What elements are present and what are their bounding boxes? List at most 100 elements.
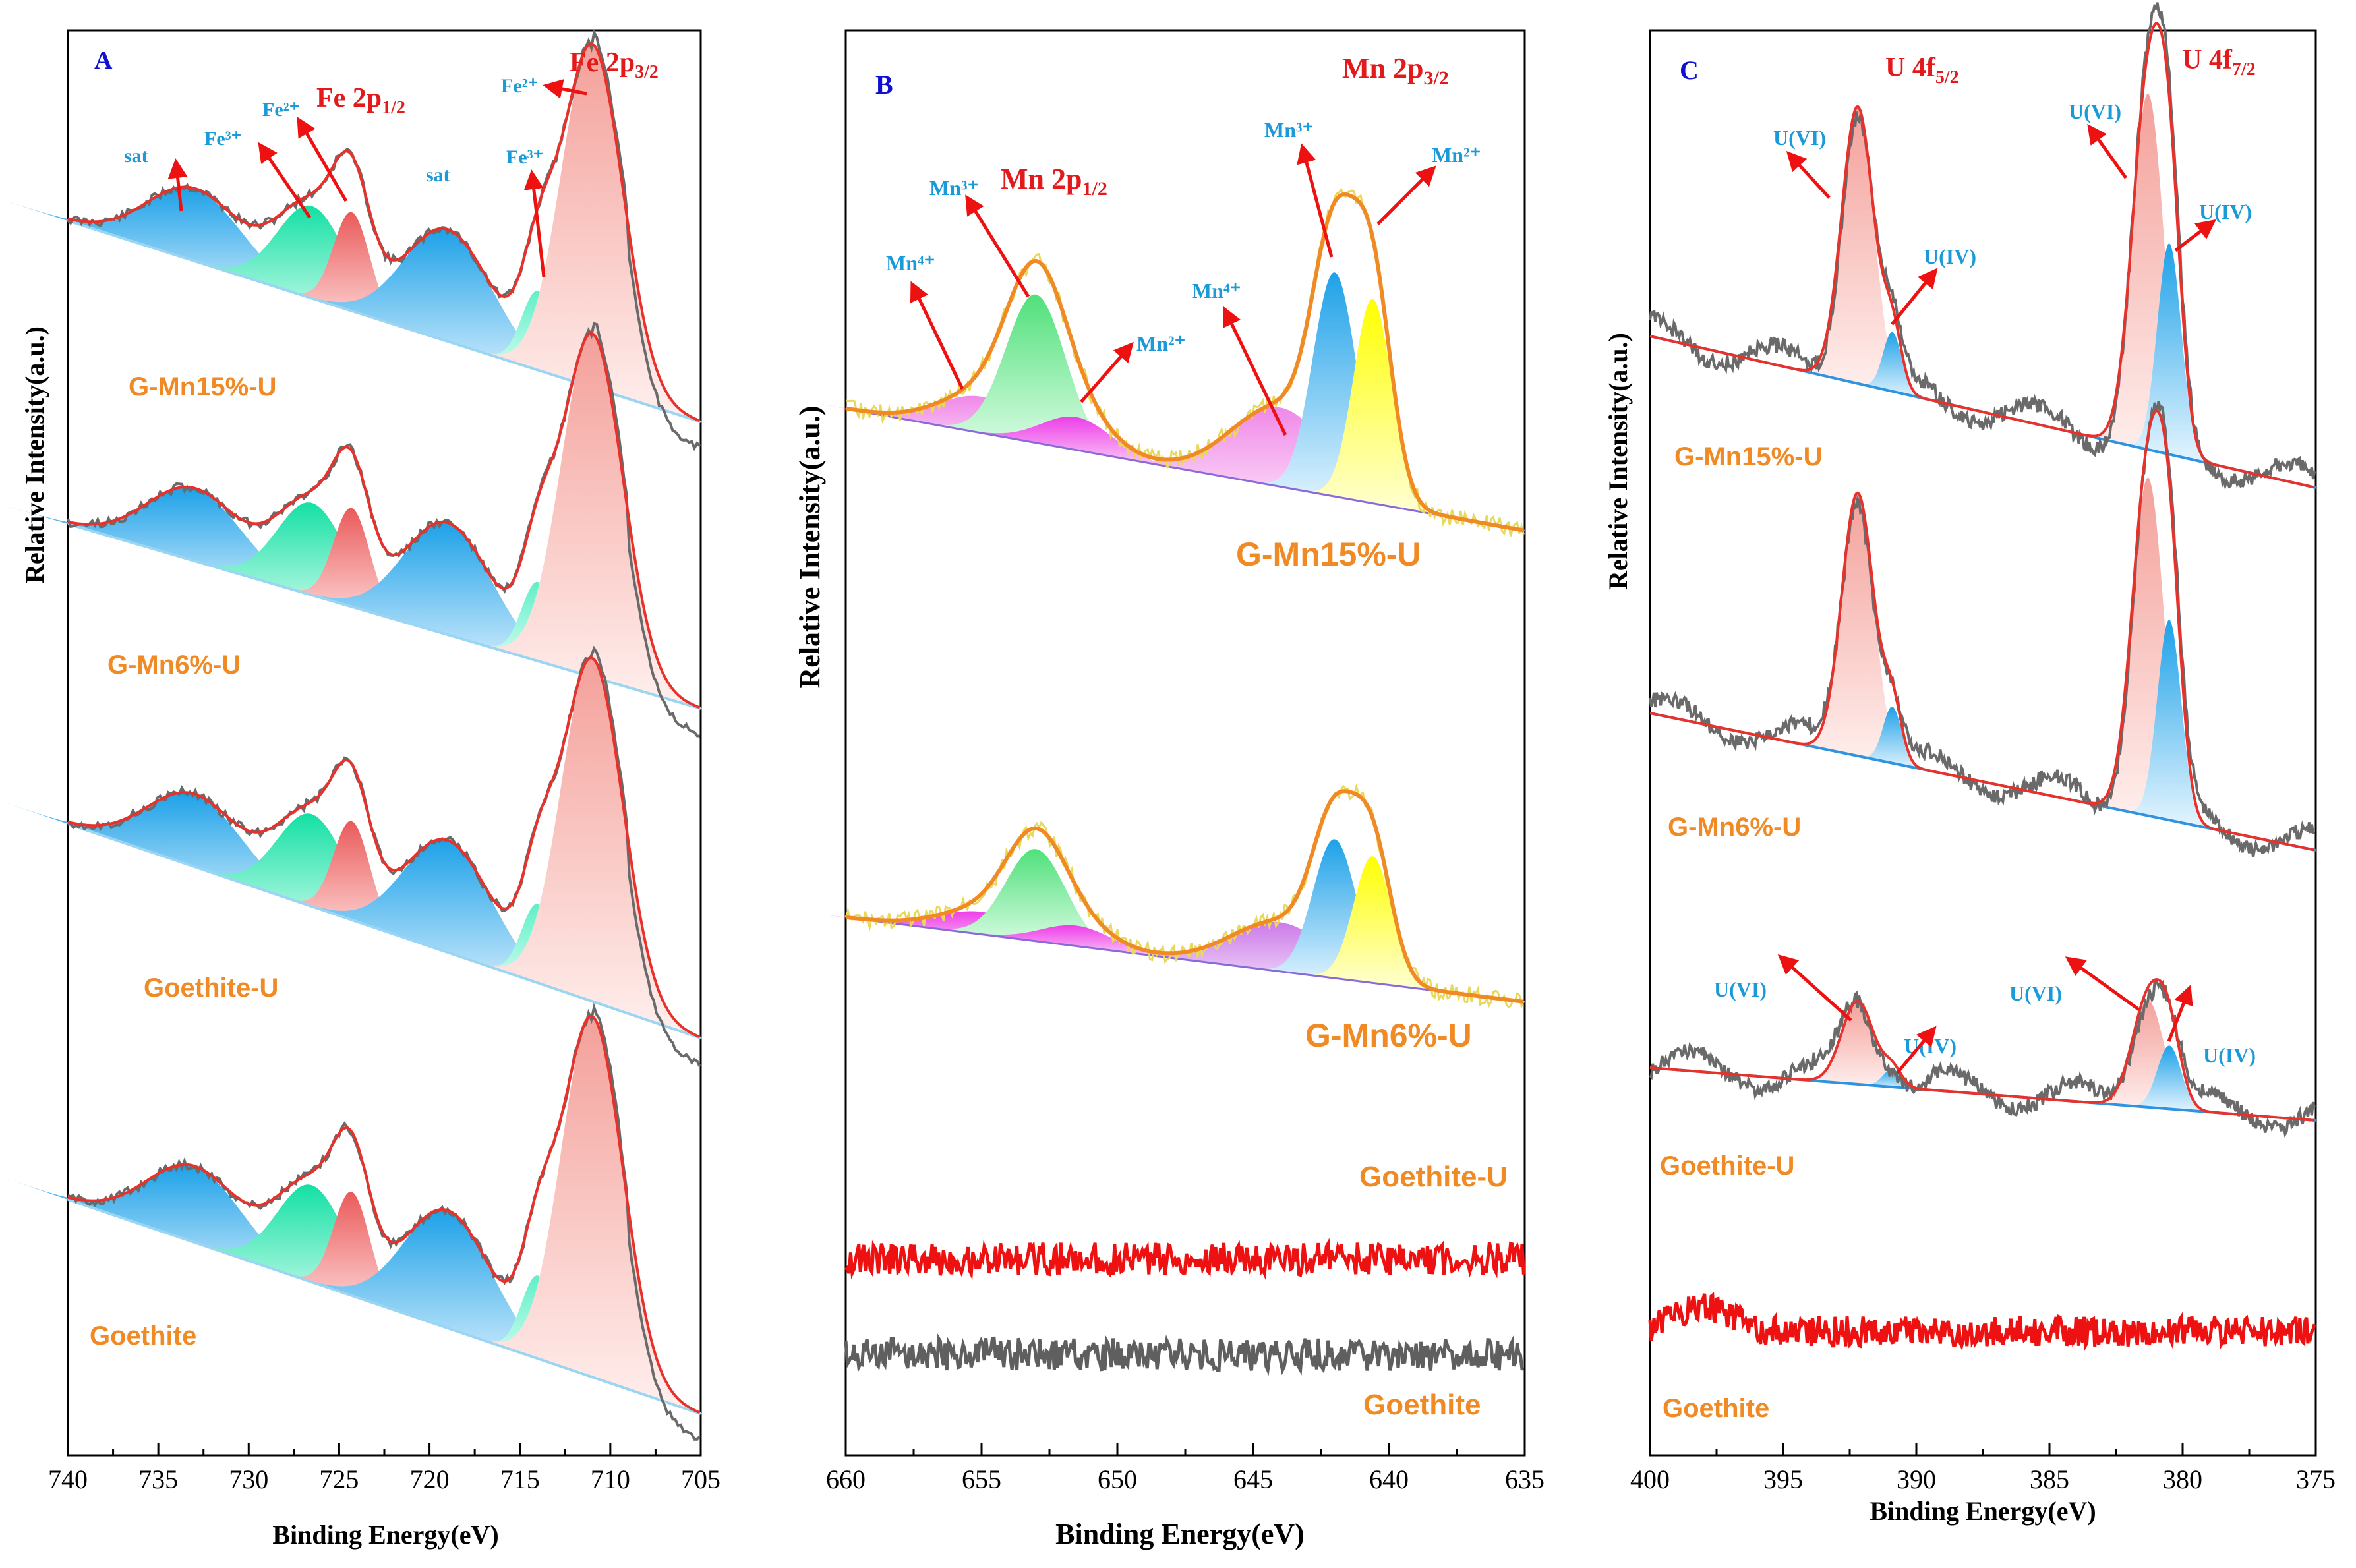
spectrum-a-1 [6, 322, 714, 738]
sample-label-a-goethite: Goethite [90, 1321, 196, 1350]
x-tick-label: 720 [410, 1465, 450, 1494]
sample-label-c-gmn15: G-Mn15%-U [1674, 442, 1822, 471]
panel-a-xlabel: Binding Energy(eV) [272, 1520, 498, 1550]
panel-c-x-axis: 400 395 390 385 380 375 [1630, 1443, 2336, 1494]
spectrum-a-2 [6, 645, 714, 1067]
x-tick-label: 710 [591, 1465, 630, 1494]
x-tick-label: 705 [681, 1465, 721, 1494]
peak-fe2-2p32 [469, 1017, 714, 1418]
peak-fe2-2p12 [279, 821, 423, 944]
peak-mn2-2p32 [1296, 856, 1449, 993]
panel-a-spectra [6, 28, 714, 1441]
label-u6-4: U(VI) [2009, 981, 2062, 1005]
label-u4-4: U(IV) [2203, 1043, 2256, 1067]
label-mn3-2: Mn³⁺ [1264, 118, 1313, 142]
label-u4-2: U(IV) [2199, 200, 2252, 223]
label-mn2p32: Mn 2p3/2 [1342, 52, 1449, 89]
label-mn2p12-sub: 1/2 [1082, 178, 1107, 200]
sample-label-b-gmn15: G-Mn15%-U [1236, 536, 1421, 573]
spectrum-a-3 [6, 1002, 714, 1441]
panel-c-xlabel: Binding Energy(eV) [1870, 1496, 2096, 1526]
fit-envelope [67, 332, 701, 709]
label-fe2p12: Fe 2p1/2 [316, 83, 405, 118]
label-u4f52: U 4f5/2 [1885, 53, 1959, 88]
peak-mn2-2p12 [935, 417, 1218, 476]
arrow-fe2-1 [297, 117, 348, 202]
label-mn3-1: Mn³⁺ [929, 176, 978, 200]
x-tick-label: 730 [229, 1465, 268, 1494]
label-sat-1: sat [124, 145, 148, 167]
panel-a: 740 735 730 725 720 715 710 705 A Relative Inte… [6, 28, 721, 1550]
label-fe2-2: Fe²⁺ [501, 75, 538, 97]
peak-fe2-2p32 [469, 334, 714, 712]
peak-fe2-2p12 [279, 1192, 423, 1320]
panel-c-spectra [1648, 2, 2316, 1352]
peak-mn4-2p32 [1084, 407, 1476, 522]
sample-label-a-gmn6: G-Mn6%-U [107, 651, 241, 680]
arrow-mn2-2 [1376, 165, 1436, 225]
fit-envelope [1649, 409, 2315, 852]
peak-mn3-2p32 [1247, 272, 1422, 512]
sample-label-b-goethite: Goethite [1363, 1389, 1481, 1421]
arrow-mn4-1 [910, 281, 964, 390]
label-mn4-1: Mn⁴⁺ [886, 251, 935, 275]
label-sat-2: sat [426, 164, 450, 186]
peak-u6-4f52 [1794, 1001, 1922, 1089]
x-tick-label: 645 [1233, 1465, 1273, 1494]
arrow-u6-3 [1777, 954, 1852, 1022]
peak-u6-4f72 [2084, 1000, 2212, 1113]
x-tick-label: 725 [319, 1465, 359, 1494]
raw-spectrum [844, 783, 1525, 1010]
trace-goethite [844, 1333, 1524, 1376]
arrow-mn3-2 [1297, 143, 1334, 258]
arrow-u6-1 [1786, 150, 1831, 199]
label-u6-3: U(VI) [1714, 977, 1767, 1001]
arrow-u6-2 [2087, 123, 2128, 179]
label-u4-1: U(IV) [1924, 245, 1976, 268]
arrow-sat-1 [167, 158, 188, 212]
x-tick-label: 375 [2296, 1465, 2336, 1494]
peak-u4-4f72 [2121, 243, 2218, 465]
panel-a-ylabel: Relative Intensity(a.u.) [20, 326, 49, 583]
panel-b-ylabel: Relative Intensity(a.u.) [794, 406, 826, 689]
panel-c-ylabel: Relative Intensity(a.u.) [1603, 333, 1633, 590]
panel-c: 400 395 390 385 380 375 C Relative Intensity(… [1603, 2, 2336, 1526]
peak-u4-4f52 [1855, 332, 1929, 400]
peak-fe2-2p12 [279, 508, 423, 627]
x-tick-label: 640 [1369, 1465, 1409, 1494]
peak-u4-4f72 [2121, 620, 2218, 830]
spectrum-c-0 [1649, 2, 2316, 490]
x-tick-label: 660 [826, 1465, 866, 1494]
arrow-u4-4 [2167, 985, 2193, 1042]
baseline [67, 823, 701, 1039]
label-fe2-1: Fe²⁺ [262, 99, 299, 121]
baseline [845, 407, 1525, 532]
peak-mn3-2p12 [916, 294, 1156, 465]
peak-fe2-2p12 [279, 212, 423, 334]
x-tick-label: 385 [2030, 1465, 2069, 1494]
arrow-u4-2 [2174, 219, 2216, 252]
x-tick-label: 395 [1763, 1465, 1803, 1494]
peak-fe2-2p32 [469, 658, 714, 1043]
baseline [67, 1198, 701, 1415]
x-tick-label: 655 [962, 1465, 1001, 1494]
fit-envelope [67, 42, 701, 422]
x-tick-label: 650 [1098, 1465, 1137, 1494]
label-fe2p32-sub: 3/2 [635, 62, 659, 82]
raw-spectrum [1649, 979, 2316, 1138]
peak-mn3-2p12 [916, 849, 1156, 956]
sample-label-c-goethite-u: Goethite-U [1660, 1151, 1794, 1180]
x-tick-label: 400 [1630, 1465, 1670, 1494]
label-mn2p32-sub: 3/2 [1423, 67, 1448, 89]
peak-u4-4f52 [1855, 707, 1929, 771]
peak-mn2-2p32 [1296, 299, 1449, 517]
peak-u6-4f52 [1794, 106, 1922, 398]
label-fe2p12-main: Fe 2p [316, 83, 382, 113]
fit-envelope [845, 789, 1524, 1004]
arrow-fe2-2 [543, 79, 587, 99]
label-u6-2: U(VI) [2069, 100, 2121, 123]
arrow-u6-4 [2065, 956, 2140, 1012]
spectrum-b-0 [808, 187, 1525, 537]
panel-a-x-axis: 740 735 730 725 720 715 710 705 [48, 1443, 721, 1494]
